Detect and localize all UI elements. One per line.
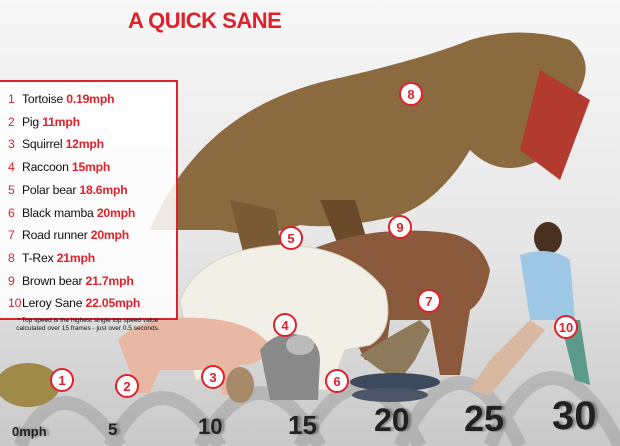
animal-name: Road runner: [22, 228, 88, 243]
number-badge: 7: [417, 289, 441, 313]
speed: 0.19mph: [66, 92, 115, 106]
animal-name: Pig: [22, 114, 40, 129]
speed-scale-label: 5: [108, 420, 118, 439]
number-badge: 4: [273, 313, 297, 337]
black-mamba-illustration: [350, 373, 440, 402]
speed-ranking-list: 1 Tortoise 0.19mph 2 Pig 11mph 3 Squirrel 12m…: [0, 80, 178, 332]
rank: 5: [8, 182, 15, 197]
speed: 21mph: [56, 250, 95, 265]
list-item: 4 Raccoon 15mph: [8, 156, 176, 179]
animal-name: Leroy Sane: [22, 296, 83, 311]
leroy-sane-illustration: [470, 222, 590, 395]
speed-scale-label: 15: [288, 410, 317, 440]
number-badge: 9: [388, 215, 412, 239]
tortoise-illustration: [0, 363, 60, 407]
number-badge: 6: [325, 369, 349, 393]
animal-name: Black mamba: [22, 205, 94, 220]
number-badge: 2: [115, 374, 139, 398]
speed: 11mph: [42, 114, 80, 129]
footnote: * Top speed is the highest single top sp…: [16, 317, 160, 333]
rank: 9: [8, 273, 15, 288]
list-item: 7 Road runner 20mph: [8, 224, 176, 247]
list-item: 3 Squirrel 12mph: [8, 133, 176, 156]
animal-name: Tortoise: [22, 92, 64, 106]
speed-scale-label: 10: [198, 414, 223, 439]
list-item: 10Leroy Sane 22.05mph: [8, 292, 176, 315]
rank: 2: [8, 114, 15, 129]
number-badge: 8: [399, 82, 423, 106]
speed-scale-label: 20: [374, 402, 410, 438]
speed-scale-label: 30: [552, 394, 597, 438]
animal-name: T-Rex: [22, 250, 54, 265]
list-item: 8 T-Rex 21mph: [8, 247, 176, 270]
list-item: 6 Black mamba 20mph: [8, 202, 176, 225]
list-item: 2 Pig 11mph: [8, 111, 176, 134]
speed-scale-label: 25: [464, 398, 505, 439]
speed: 22.05mph: [85, 296, 141, 311]
animal-name: Raccoon: [22, 160, 69, 175]
rank: 8: [8, 250, 15, 265]
raccoon-illustration: [260, 334, 320, 400]
animal-name: Squirrel: [22, 137, 63, 152]
rank: 10: [8, 296, 22, 311]
speed: 15mph: [71, 160, 111, 175]
rank: 3: [8, 137, 15, 152]
animal-name: Brown bear: [22, 273, 83, 288]
list-item: 9 Brown bear 21.7mph: [8, 270, 176, 293]
number-badge: 1: [50, 368, 74, 392]
speed: 18.6mph: [79, 182, 128, 197]
speed: 20mph: [96, 205, 136, 220]
page-title: A QUICK SANE: [128, 8, 282, 33]
list-item: 5 Polar bear 18.6mph: [8, 179, 176, 202]
rank: 1: [8, 92, 15, 106]
animal-name: Polar bear: [22, 182, 77, 197]
number-badge: 10: [554, 315, 578, 339]
rank: 7: [8, 228, 15, 243]
rank: 4: [8, 160, 15, 175]
speed-scale-label: 0mph: [12, 424, 47, 439]
list-item: 1 Tortoise 0.19mph: [8, 88, 176, 111]
speed: 20mph: [90, 228, 130, 243]
number-badge: 3: [201, 365, 225, 389]
number-badge: 5: [279, 226, 303, 250]
roadrunner-illustration: [360, 320, 430, 380]
rank: 6: [8, 205, 15, 220]
squirrel-illustration: [226, 367, 254, 403]
speed: 21.7mph: [85, 273, 134, 288]
speed: 12mph: [65, 137, 104, 152]
